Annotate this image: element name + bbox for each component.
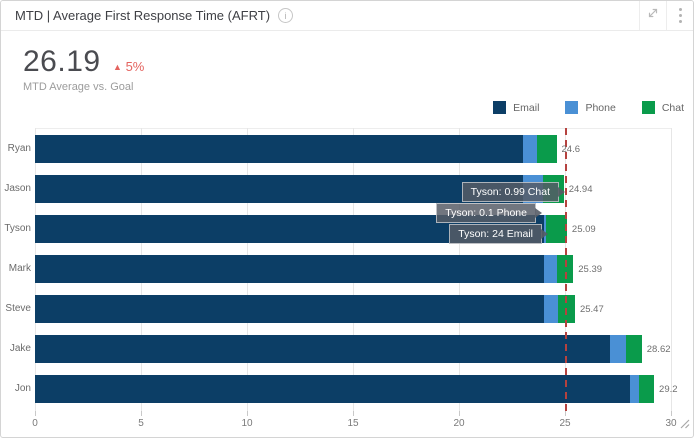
x-axis-label: 5 (138, 418, 144, 429)
legend-label: Email (513, 101, 540, 114)
bar-mark[interactable] (35, 255, 574, 283)
y-axis-label: Mark (8, 263, 31, 274)
bar-value-label: 24.94 (568, 184, 593, 195)
gridline (671, 128, 672, 411)
axis-tick (141, 411, 142, 416)
bar-segment-phone[interactable] (630, 375, 639, 403)
resize-handle-icon[interactable] (678, 416, 690, 434)
chat-swatch-icon (641, 101, 655, 114)
email-swatch-icon (493, 101, 507, 114)
widget-title: MTD | Average First Response Time (AFRT) (15, 8, 271, 23)
legend: Email Phone Chat (467, 101, 684, 114)
x-axis-label: 20 (453, 418, 465, 429)
axis-tick (247, 411, 248, 416)
phone-swatch-icon (565, 101, 579, 114)
y-axis-label: Steve (5, 303, 31, 314)
tooltip-text: Tyson: 0.99 Chat (470, 186, 550, 198)
kebab-menu-icon (678, 8, 682, 23)
bar-segment-chat[interactable] (638, 375, 655, 403)
bar-segment-chat[interactable] (625, 335, 642, 363)
bar-segment-phone[interactable] (522, 135, 538, 163)
bar-jon[interactable] (35, 375, 655, 403)
expand-diagonal-icon (646, 6, 660, 25)
y-axis-label: Jason (4, 183, 31, 194)
bar-segment-email[interactable] (35, 175, 523, 203)
bar-segment-email[interactable] (35, 255, 544, 283)
x-axis-label: 25 (559, 418, 571, 429)
bar-ryan[interactable] (35, 135, 557, 163)
menu-button[interactable] (666, 1, 693, 30)
expand-button[interactable] (639, 1, 666, 30)
bar-jake[interactable] (35, 335, 642, 363)
kpi-block: 26.19 ▲ 5% MTD Average vs. Goal (23, 45, 144, 93)
bar-segment-phone[interactable] (543, 255, 557, 283)
x-axis-label: 30 (665, 418, 677, 429)
kpi-value: 26.19 (23, 45, 101, 78)
axis-tick (35, 411, 36, 416)
bar-segment-chat[interactable] (556, 255, 574, 283)
y-axis-label: Jake (9, 343, 31, 354)
bar-segment-chat[interactable] (545, 215, 567, 243)
bar-steve[interactable] (35, 295, 575, 323)
tooltip-text: Tyson: 0.1 Phone (445, 207, 527, 219)
axis-tick (353, 411, 354, 416)
bar-value-label: 25.47 (579, 304, 604, 315)
goal-line (565, 128, 567, 416)
legend-item-email[interactable]: Email (493, 101, 539, 114)
tooltip-text: Tyson: 24 Email (458, 228, 533, 240)
bar-value-label: 29.2 (659, 384, 678, 395)
kpi-delta: ▲ 5% (113, 59, 144, 74)
bar-value-label: 28.62 (646, 344, 671, 355)
kpi-delta-value: 5% (125, 59, 145, 74)
y-axis-label: Tyson (4, 223, 31, 234)
bar-segment-phone[interactable] (609, 335, 626, 363)
widget-header: MTD | Average First Response Time (AFRT)… (1, 1, 693, 31)
x-axis-label: 10 (241, 418, 253, 429)
header-actions (639, 1, 693, 30)
up-triangle-icon: ▲ (113, 62, 122, 72)
bar-segment-email[interactable] (35, 135, 523, 163)
x-axis-label: 0 (32, 418, 38, 429)
bar-segment-email[interactable] (35, 295, 544, 323)
legend-item-phone[interactable]: Phone (565, 101, 616, 114)
axis-tick (671, 411, 672, 416)
legend-label: Phone (585, 101, 616, 114)
axis-tick (459, 411, 460, 416)
bar-value-label: 25.39 (578, 264, 603, 275)
kpi-subtitle: MTD Average vs. Goal (23, 81, 134, 93)
tooltip-email: Tyson: 24 Email (449, 224, 548, 244)
bar-segment-email[interactable] (35, 375, 631, 403)
tooltip-phone: Tyson: 0.1 Phone (436, 203, 542, 223)
y-axis-label: Jon (14, 383, 31, 394)
y-axis-label: Ryan (7, 143, 31, 154)
bar-segment-email[interactable] (35, 335, 610, 363)
bar-segment-chat[interactable] (537, 135, 557, 163)
legend-item-chat[interactable]: Chat (641, 101, 684, 114)
x-axis-label: 15 (347, 418, 359, 429)
bar-segment-phone[interactable] (543, 295, 558, 323)
bar-value-label: 25.09 (571, 224, 596, 235)
legend-label: Chat (661, 101, 684, 114)
bar-value-label: 24.6 (561, 144, 581, 155)
tooltip-chat: Tyson: 0.99 Chat (461, 182, 566, 202)
info-icon[interactable]: i (278, 8, 294, 23)
